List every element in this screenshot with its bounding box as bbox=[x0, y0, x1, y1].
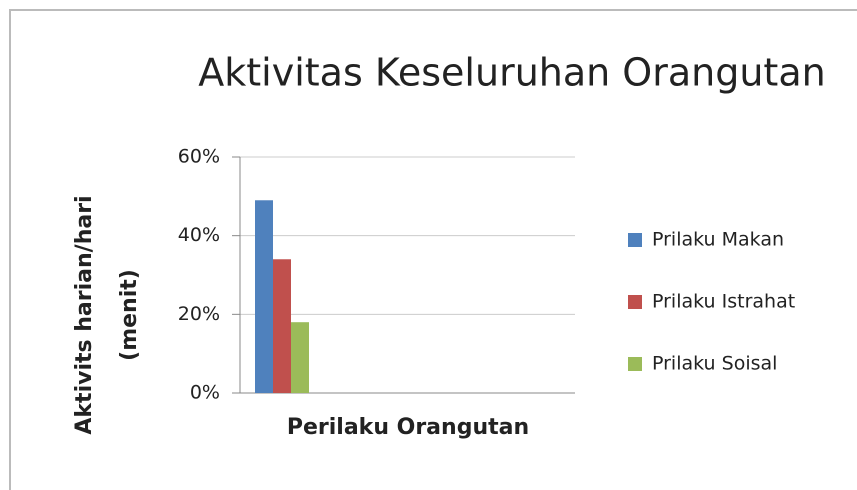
y-tick-label: 20% bbox=[178, 303, 220, 325]
bar bbox=[291, 322, 309, 393]
legend-swatch bbox=[628, 233, 642, 247]
legend-label: Prilaku Makan bbox=[652, 229, 784, 251]
y-axis-title: Aktivits harian/hari (menit) bbox=[72, 195, 142, 434]
legend-label: Prilaku Istrahat bbox=[652, 291, 795, 313]
legend-label: Prilaku Soisal bbox=[652, 353, 777, 375]
y-axis-title-line: (menit) bbox=[117, 269, 142, 361]
y-tick-label: 0% bbox=[190, 382, 220, 404]
bar bbox=[255, 200, 273, 393]
y-tick-label: 40% bbox=[178, 224, 220, 246]
legend-swatch bbox=[628, 295, 642, 309]
chart-frame bbox=[9, 9, 857, 490]
y-tick-label: 60% bbox=[178, 146, 220, 168]
chart-title: Aktivitas Keseluruhan Orangutan bbox=[198, 51, 825, 95]
y-axis-title-line: Aktivits harian/hari bbox=[72, 195, 97, 434]
bar bbox=[273, 259, 291, 393]
legend-swatch bbox=[628, 357, 642, 371]
x-axis-title: Perilaku Orangutan bbox=[287, 415, 529, 440]
